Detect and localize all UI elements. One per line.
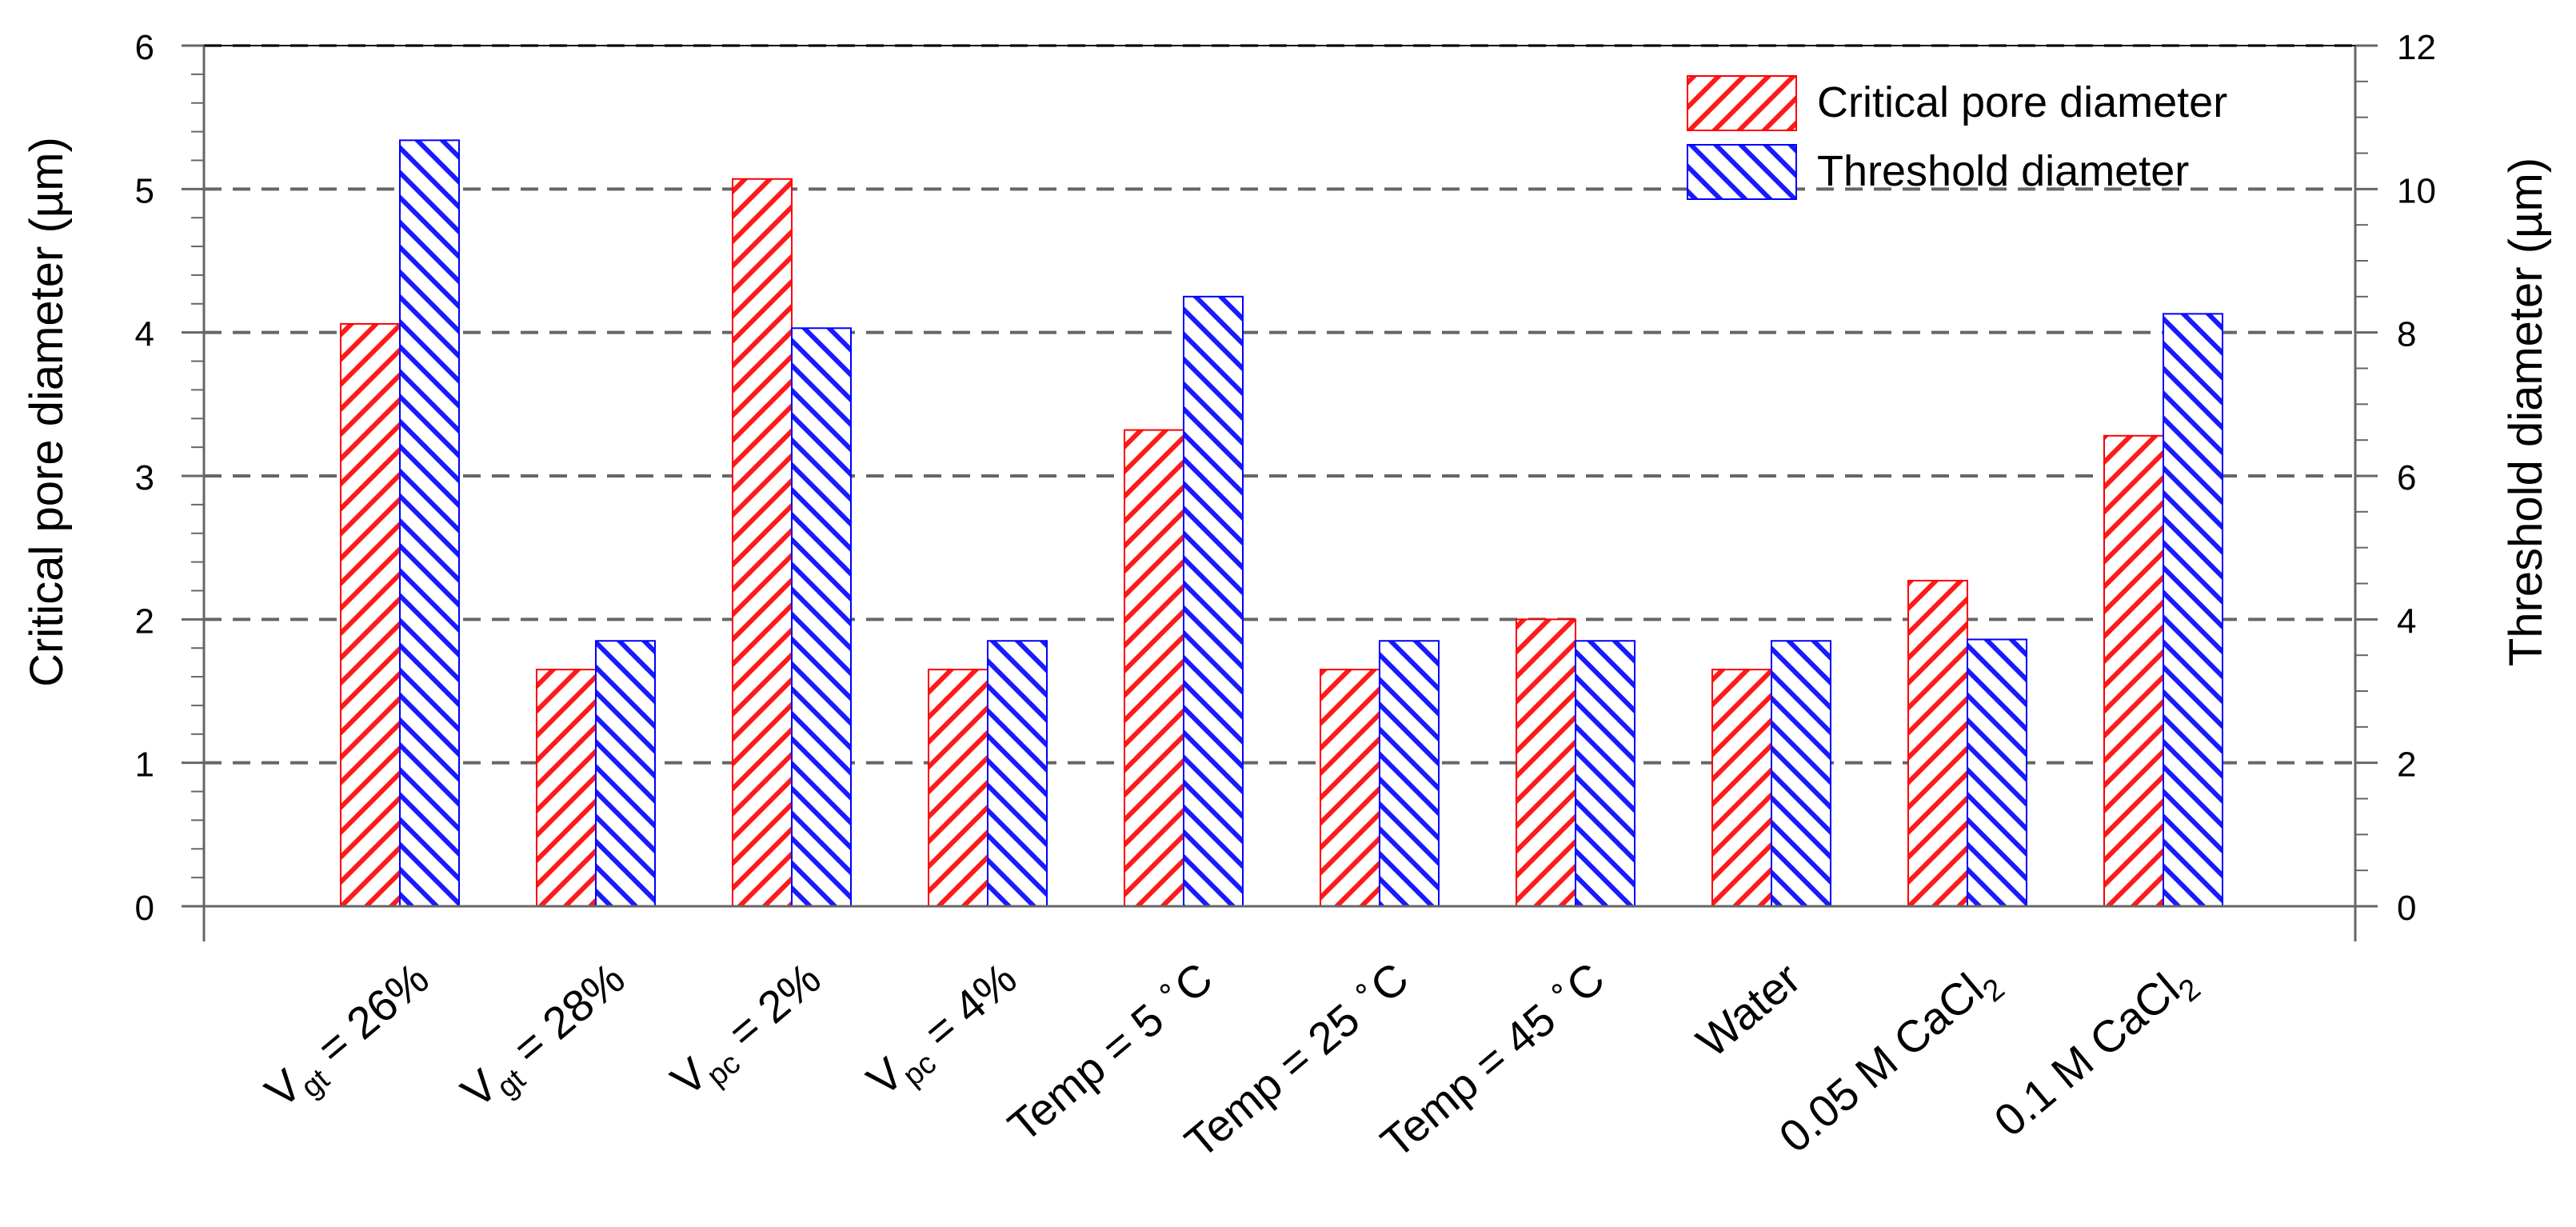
- bar-critical: [1907, 579, 1968, 907]
- bar-critical: [340, 322, 401, 907]
- right-tick-label: 12: [2397, 28, 2436, 67]
- left-tick-label: 6: [135, 28, 154, 67]
- bar-threshold: [1379, 640, 1440, 907]
- x-tick-label: Vgt = 28%: [452, 953, 640, 1124]
- right-tick-label: 2: [2397, 745, 2416, 785]
- bar-critical: [1516, 618, 1576, 907]
- bar-critical: [1320, 669, 1380, 907]
- x-axis-tick-labels: Vgt = 26%Vgt = 28% Vpc = 2%Vpc = 4%Temp =…: [256, 953, 2207, 1169]
- left-tick-label: 5: [135, 171, 154, 210]
- x-tick-label: 0.05 M CaCl2: [1770, 953, 2011, 1169]
- bar-threshold: [1967, 638, 2027, 907]
- legend-swatch: [1687, 144, 1797, 200]
- bars: [340, 139, 2223, 908]
- legend-label: Threshold diameter: [1817, 147, 2189, 195]
- bar-threshold: [1575, 640, 1635, 907]
- bar-threshold: [595, 640, 656, 907]
- left-tick-label: 0: [135, 889, 154, 928]
- right-tick-label: 0: [2397, 889, 2416, 928]
- left-tick-label: 4: [135, 315, 154, 354]
- left-tick-label: 2: [135, 602, 154, 641]
- right-tick-label: 6: [2397, 458, 2416, 498]
- right-tick-label: 8: [2397, 315, 2416, 354]
- left-tick-label: 3: [135, 458, 154, 498]
- bar-threshold: [987, 640, 1048, 907]
- right-axis-ticks: 0 2 4 6 8 10 12: [2355, 28, 2436, 928]
- bar-threshold: [399, 139, 460, 908]
- legend-swatch: [1687, 75, 1797, 131]
- axes: [202, 45, 2357, 941]
- bar-critical: [1711, 669, 1772, 907]
- x-tick-label: Vpc = 4%: [857, 953, 1032, 1113]
- bar-critical: [536, 669, 597, 907]
- bar-critical: [732, 178, 793, 907]
- bar-threshold: [1771, 640, 1831, 907]
- legend: Critical pore diameter Threshold diameter: [1687, 75, 2227, 200]
- left-axis-label: Critical pore diameter (µm): [21, 137, 73, 687]
- right-tick-label: 4: [2397, 602, 2416, 641]
- bar-critical: [1124, 429, 1184, 907]
- right-tick-label: 10: [2397, 171, 2436, 210]
- bar-critical: [2103, 434, 2164, 907]
- x-tick-label: Water: [1687, 953, 1809, 1067]
- bar-threshold: [1183, 295, 1244, 908]
- x-tick-label: 0.1 M CaCl2: [1984, 953, 2207, 1153]
- legend-label: Critical pore diameter: [1817, 78, 2227, 126]
- x-tick-label: Vgt = 26%: [256, 953, 444, 1124]
- bar-critical: [928, 669, 988, 907]
- x-tick-label: Vpc = 2%: [661, 953, 836, 1113]
- bar-threshold: [791, 327, 852, 907]
- right-axis-label: Threshold diameter (µm): [2500, 158, 2552, 666]
- bar-threshold: [2163, 313, 2223, 907]
- left-axis-ticks: 0 1 2 3 4 5 6: [135, 28, 204, 928]
- left-tick-label: 1: [135, 745, 154, 785]
